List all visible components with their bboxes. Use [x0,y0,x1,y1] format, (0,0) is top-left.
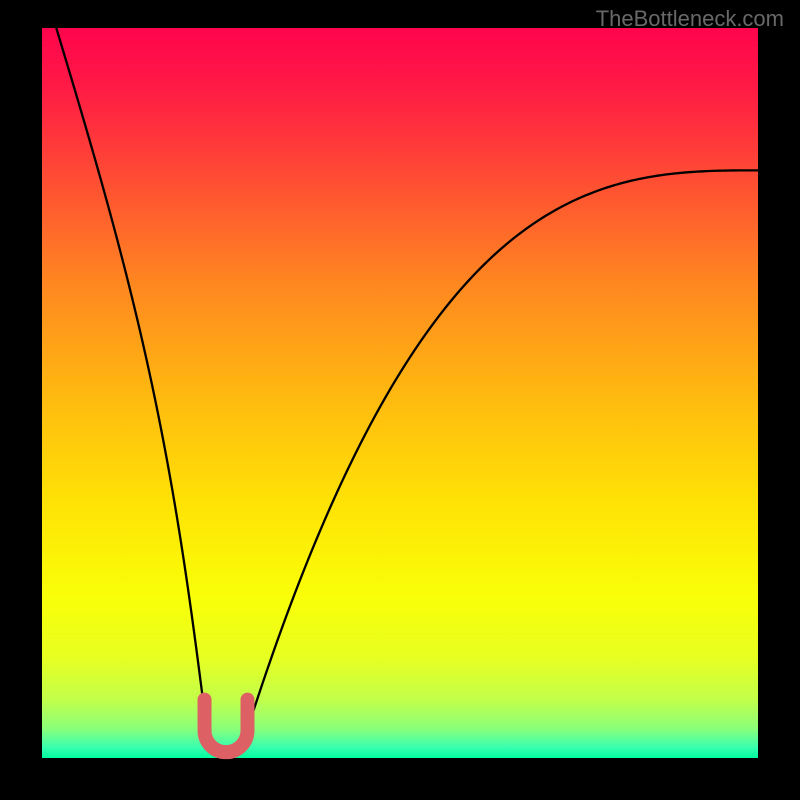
chart-canvas: TheBottleneck.com [0,0,800,800]
bottleneck-chart [0,0,800,800]
plot-background [42,28,758,758]
watermark-text: TheBottleneck.com [596,6,784,32]
